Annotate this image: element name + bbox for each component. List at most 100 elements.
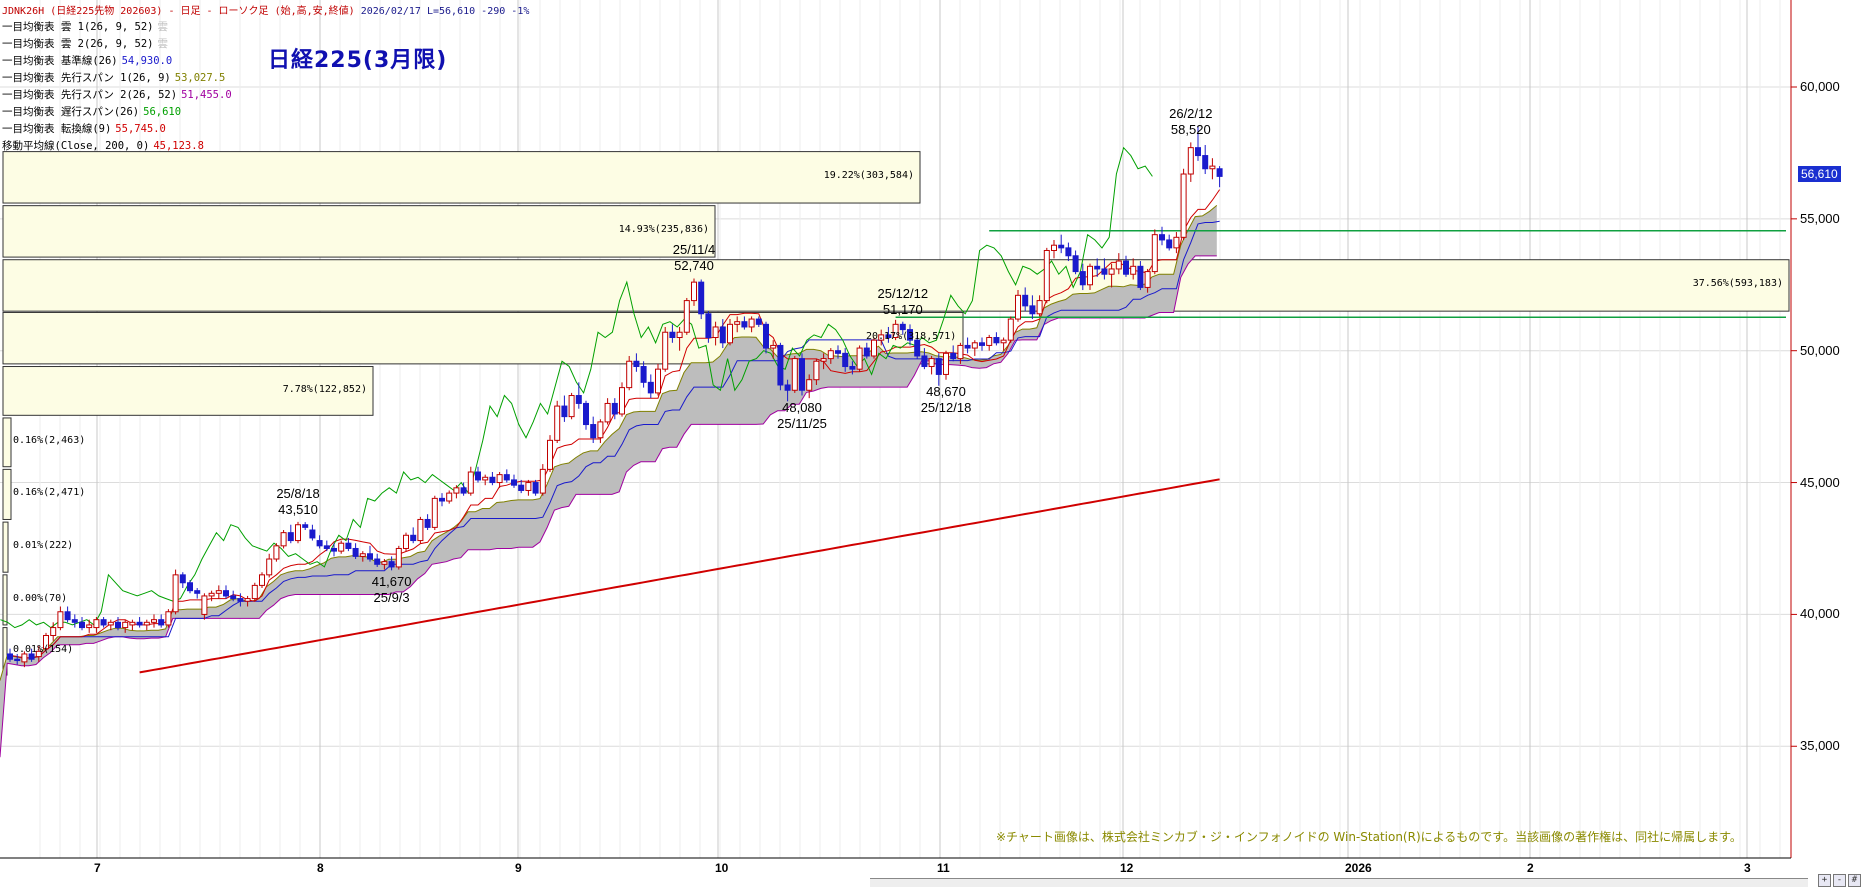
volume-bar-label: 0.16%(2,463) (13, 435, 86, 447)
candle-body (633, 360, 640, 368)
candle-body (1101, 268, 1108, 275)
price-annotation: 26/2/12 58,520 (1169, 106, 1213, 138)
price-annotation: 25/12/12 51,170 (877, 285, 929, 317)
y-tick-label: 35,000 (1800, 738, 1840, 754)
candle-body (1123, 260, 1129, 275)
candle-body (1036, 300, 1043, 315)
zoom-in-icon[interactable]: + (1818, 874, 1831, 887)
candle-body (1173, 236, 1180, 249)
candle-body (561, 405, 568, 418)
candle-body (1065, 247, 1072, 257)
candle-body (1094, 265, 1101, 270)
candle-body (554, 405, 561, 441)
candle-body (309, 529, 316, 539)
indicator-value: 51,455.0 (181, 89, 232, 101)
candle-body (741, 321, 748, 328)
candle-body (179, 574, 186, 584)
candle-body (230, 595, 237, 600)
y-tick-label: 55,000 (1800, 210, 1840, 226)
grid-lines (0, 0, 1797, 858)
candle-body (820, 358, 827, 362)
header-change: -290 (481, 6, 506, 17)
candle-body (43, 634, 49, 650)
candle-body (691, 281, 697, 302)
candle-body (719, 326, 726, 344)
candle-body (986, 337, 993, 346)
candle-body (1151, 234, 1158, 273)
indicator-label: 一目均衡表 雲 2(26, 9, 52) (2, 38, 154, 50)
candle-body (424, 518, 431, 528)
candle-body (1195, 147, 1201, 157)
candle-body (489, 476, 496, 484)
candle-body (928, 358, 935, 368)
x-tick-label: 7 (94, 861, 101, 875)
horizontal-scrollbar[interactable] (870, 878, 1808, 887)
candle-body (921, 355, 928, 368)
candle-body (287, 532, 294, 542)
symbol: JDNK26H (2, 6, 45, 17)
zoom-out-icon[interactable]: - (1833, 874, 1846, 887)
x-tick-label: 8 (317, 861, 324, 875)
volume-bar-label: 0.01%(222) (13, 540, 74, 552)
candle-body (323, 545, 330, 549)
candle-body (295, 524, 301, 542)
candle-body (446, 492, 453, 502)
candle-body (777, 344, 784, 386)
x-tick-label: 3 (1744, 861, 1751, 875)
candle-body (950, 352, 957, 360)
candle-body (712, 326, 719, 339)
indicator-item: 一目均衡表 雲 1(26, 9, 52) 雲 (2, 19, 168, 34)
candle-body (460, 487, 467, 494)
price-annotation: 25/11/4 52,740 (672, 242, 716, 274)
candle-body (748, 318, 755, 328)
candle-body (165, 611, 172, 626)
indicator-label: 一目均衡表 転換線(9) (2, 123, 112, 135)
candle-body (381, 561, 388, 565)
candle-body (547, 439, 553, 470)
senkou-span-a (0, 205, 1218, 681)
candle-body (1058, 244, 1065, 249)
candle-body (359, 553, 366, 557)
candle-body (201, 595, 208, 615)
candle-body (957, 344, 964, 360)
candle-body (734, 321, 741, 325)
candle-body (93, 619, 100, 629)
candle-body (964, 344, 971, 349)
candle-body (331, 547, 337, 552)
candle-body (57, 611, 64, 629)
candle-body (1166, 239, 1173, 249)
candle-body (1000, 339, 1007, 344)
candle-body (367, 553, 373, 560)
candle-body (302, 524, 309, 528)
candle-body (791, 358, 798, 391)
indicator-item: 一目均衡表 先行スパン 2(26, 52) 51,455.0 (2, 87, 232, 102)
candle-body (935, 358, 942, 375)
volume-bar-label: 20.17%(318,571) (866, 331, 957, 343)
candle-body (1108, 268, 1115, 275)
candle-body (395, 547, 402, 568)
indicator-value: 56,610 (143, 106, 182, 118)
candle-body (511, 479, 517, 486)
volume-bar-label: 0.01%(154) (13, 644, 74, 656)
candle-body (280, 532, 287, 547)
horizontal-support-lines (895, 229, 1786, 318)
ichimoku-cloud (0, 205, 1218, 758)
candle-body (705, 313, 712, 339)
chart-title: 日経225(3月限) (268, 48, 448, 73)
candle-body (64, 611, 71, 621)
candle-body (129, 621, 136, 626)
indicator-item: 移動平均線(Close, 200, 0) 45,123.8 (2, 138, 204, 153)
candle-body (518, 484, 525, 491)
volume-bar-label: 19.22%(303,584) (823, 170, 914, 182)
fit-icon[interactable]: # (1848, 874, 1861, 887)
candle-body (892, 323, 899, 339)
candle-body (50, 627, 57, 636)
candle-body (842, 352, 849, 368)
price-annotation: 48,670 25/12/18 (920, 383, 972, 415)
candle-body (1137, 265, 1144, 288)
candle-body (215, 590, 222, 594)
candle-body (539, 468, 546, 494)
candlesticks (7, 126, 1223, 668)
candle-body (611, 402, 618, 415)
